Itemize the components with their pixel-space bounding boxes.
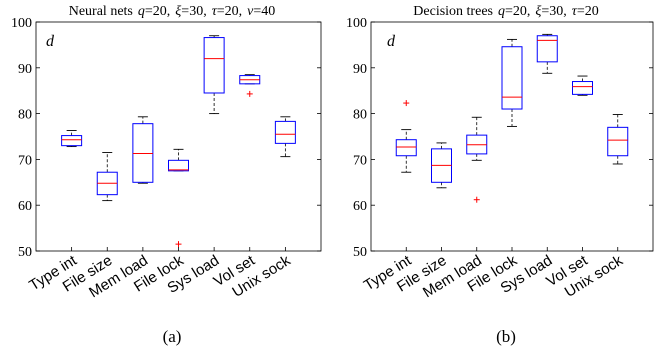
title-param-value: 40 — [261, 4, 275, 19]
title-prefix: Decision trees — [413, 4, 493, 19]
box-mem-load — [466, 116, 488, 203]
box-file-size — [96, 152, 118, 202]
subfigure-label: (b) — [496, 327, 516, 346]
title-param-symbol: ξ — [535, 4, 541, 19]
y-tick-label: 90 — [353, 62, 367, 77]
subfigure-label: (a) — [163, 327, 182, 346]
box-vol-set — [572, 75, 593, 96]
title-param-symbol: τ — [212, 4, 218, 19]
box-file-size — [431, 142, 452, 189]
box-sys-load — [203, 35, 225, 115]
panel-tag: d — [46, 33, 55, 50]
box-iqr — [536, 35, 558, 63]
panel-tag: d — [387, 33, 396, 50]
title-param-equals: = — [577, 4, 585, 19]
title-param-symbol: ξ — [175, 4, 181, 19]
y-tick-label: 70 — [353, 153, 367, 168]
box-iqr — [572, 81, 593, 95]
y-tick-label: 80 — [18, 108, 32, 123]
title-param-value: 20, — [513, 4, 531, 19]
title-param-equals: = — [253, 4, 261, 19]
title-param-symbol: ν — [247, 4, 254, 19]
chart-title: Neural nets q=20, ξ=30, τ=20, ν=40 — [69, 4, 276, 19]
title-param-value: 20 — [585, 4, 599, 19]
chart-neural-nets: Neural nets q=20, ξ=30, τ=20, ν=405060708090… — [11, 4, 322, 346]
y-tick-label: 60 — [353, 199, 367, 214]
title-param-equals: = — [541, 4, 549, 19]
y-tick-label: 80 — [353, 108, 367, 123]
chart-decision-trees: Decision trees q=20, ξ=30, τ=20506070809010… — [346, 4, 654, 346]
box-iqr — [501, 46, 523, 110]
y-tick-label: 70 — [18, 153, 32, 168]
outlier-marker — [246, 90, 253, 97]
title-param-equals: = — [217, 4, 225, 19]
outlier-marker — [403, 100, 410, 107]
outlier-marker — [473, 196, 480, 203]
title-param-symbol: τ — [572, 4, 578, 19]
box-file-lock — [168, 148, 189, 248]
title-param-symbol: q — [138, 4, 145, 19]
box-type-int — [61, 130, 83, 148]
y-tick-label: 90 — [18, 62, 32, 77]
box-iqr — [274, 120, 296, 144]
title-param-equals: = — [181, 4, 189, 19]
title-param-value: 30, — [549, 4, 567, 19]
title-param-value: 20, — [225, 4, 243, 19]
y-tick-label: 50 — [18, 245, 32, 260]
title-param-value: 20, — [153, 4, 171, 19]
y-tick-label: 50 — [353, 245, 367, 260]
title-param-equals: = — [145, 4, 153, 19]
title-prefix: Neural nets — [69, 4, 133, 19]
box-sys-load — [536, 33, 558, 74]
chart-title: Decision trees q=20, ξ=30, τ=20 — [413, 4, 598, 19]
box-mem-load — [132, 116, 154, 184]
title-param-equals: = — [505, 4, 513, 19]
box-iqr — [168, 159, 189, 172]
plot-frame — [370, 21, 654, 252]
box-iqr — [203, 37, 225, 94]
y-tick-label: 100 — [346, 16, 367, 31]
title-param-symbol: q — [498, 4, 505, 19]
box-file-lock — [501, 38, 523, 127]
box-iqr — [607, 126, 629, 157]
box-unix-sock — [607, 114, 629, 165]
box-type-int — [395, 100, 417, 173]
box-unix-sock — [274, 116, 296, 158]
title-param-value: 30, — [189, 4, 207, 19]
y-tick-label: 60 — [18, 199, 32, 214]
box-vol-set — [239, 74, 261, 97]
box-iqr — [61, 135, 83, 147]
plot-frame — [35, 21, 322, 252]
y-tick-label: 100 — [11, 16, 32, 31]
box-iqr — [395, 139, 417, 157]
outlier-marker — [175, 241, 182, 248]
